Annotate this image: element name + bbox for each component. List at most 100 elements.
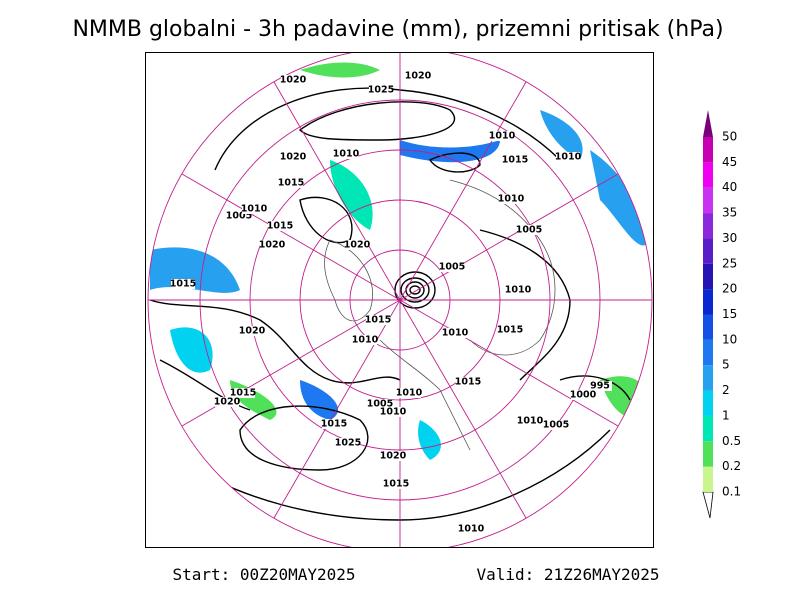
contour-label: 1015: [497, 325, 523, 336]
contour-label-bg: [588, 381, 612, 391]
contour-label: 1010: [505, 285, 532, 296]
contour-label: 1020: [259, 240, 286, 251]
contour-label: 1010: [352, 335, 379, 346]
contour-label: 1020: [280, 152, 307, 163]
contour-label-bg: [231, 388, 255, 398]
contour-label: 1010: [458, 524, 485, 535]
contour-label: 1005: [543, 420, 569, 431]
contour-label-bg: [571, 390, 595, 400]
contour-label-bg: [406, 71, 430, 81]
colorbar-label: 0.5: [722, 434, 741, 448]
graticule: [147, 53, 653, 547]
contour-label: 1005: [226, 211, 252, 222]
contour-label: 1015: [383, 479, 409, 490]
contour-label-bg: [490, 131, 514, 141]
contour-label-bg: [440, 262, 464, 272]
colorbar-swatch: [703, 441, 713, 467]
contour-label-bg: [281, 152, 305, 162]
colorbar-swatch: [703, 238, 713, 264]
colorbar-label: 15: [722, 307, 737, 321]
contour-label: 1015: [230, 388, 256, 399]
colorbar-label: 30: [722, 231, 737, 245]
colorbar-label: 2: [722, 383, 730, 397]
colorbar-label: 20: [722, 282, 737, 296]
contour-label-bg: [556, 152, 580, 162]
footer-start: Start: 00Z20MAY2025: [172, 565, 355, 584]
contour-label: 1000: [570, 390, 597, 401]
contour-label: 1020: [214, 397, 241, 408]
footer-valid: Valid: 21Z26MAY2025: [476, 565, 659, 584]
contour-label-bg: [384, 479, 408, 489]
precipitation: [150, 62, 650, 460]
contour-label-bg: [459, 524, 483, 534]
contour-label-bg: [456, 377, 480, 387]
contour-label-bg: [369, 85, 393, 95]
contour-label-bg: [397, 388, 421, 398]
contour-label: 1010: [442, 328, 469, 339]
contour-label: 1015: [170, 279, 196, 290]
contour-label-bg: [345, 240, 369, 250]
contour-label-bg: [368, 399, 392, 409]
colorbar-swatch: [703, 314, 713, 340]
contour-label-bg: [353, 335, 377, 345]
contour-label-bg: [366, 315, 390, 325]
colorbar-swatch: [703, 365, 713, 391]
contour-label: 1010: [489, 131, 516, 142]
contour-label-bg: [499, 194, 523, 204]
contour-label: 1010: [396, 388, 423, 399]
contour-label-bg: [242, 204, 266, 214]
contour-label: 1010: [555, 152, 582, 163]
contour-label: 995: [590, 381, 610, 392]
colorbar-label: 5: [722, 358, 730, 372]
colorbar-label: 0.1: [722, 485, 741, 499]
contour-label-bg: [517, 225, 541, 235]
colorbar-label: 1: [722, 408, 730, 422]
contour-labels: 1020 1025 1020 1010 1020 1010 1015 1010 1015 1010…: [170, 71, 612, 535]
map-frame: [145, 52, 654, 548]
map-disk: [149, 62, 650, 521]
contour-label-bg: [518, 416, 542, 426]
colorbar-swatch: [703, 187, 713, 214]
contour-label: 1015: [321, 419, 347, 430]
contour-label-bg: [336, 438, 360, 448]
contour-label: 1020: [344, 240, 371, 251]
contour-label-bg: [443, 328, 467, 338]
colorbar-label: 40: [722, 180, 737, 194]
contour-label: 1015: [455, 377, 481, 388]
title: NMMB globalni - 3h padavine (mm), prizem…: [72, 17, 723, 42]
contour-label-bg: [260, 240, 284, 250]
contour-label: 1005: [516, 225, 542, 236]
contour-label-bg: [334, 149, 358, 159]
contour-label: 1025: [335, 438, 361, 449]
contour-label: 1010: [498, 194, 525, 205]
colorbar-label: 35: [722, 206, 737, 220]
contour-label-bg: [498, 325, 522, 335]
contour-label-bg: [506, 285, 530, 295]
contour-label-bg: [544, 420, 568, 430]
contour-label: 1020: [405, 71, 432, 82]
contour-label-bg: [215, 397, 239, 407]
contour-label-bg: [322, 419, 346, 429]
colorbar-label: 25: [722, 256, 737, 270]
contour-label-bg: [381, 451, 405, 461]
colorbar-swatch: [703, 162, 713, 188]
colorbar-swatch: [703, 137, 713, 163]
colorbar-top: [703, 110, 713, 137]
contour-label: 1010: [333, 149, 360, 160]
contour-label: 1020: [280, 75, 307, 86]
contour-label: 1015: [365, 315, 391, 326]
contour-label-bg: [268, 221, 292, 231]
colorbar-label: 45: [722, 155, 737, 169]
contour-label-bg: [227, 211, 251, 221]
colorbar-label: 0.2: [722, 459, 741, 473]
map: 1020 1025 1020 1010 1020 1010 1015 1010 1015 1010…: [147, 53, 653, 547]
colorbar-label: 50: [722, 130, 737, 144]
contour-label: 1015: [278, 178, 304, 189]
colorbar-swatch: [703, 339, 713, 366]
contour-label-bg: [240, 326, 264, 336]
contour-label-bg: [279, 178, 303, 188]
colorbar-label: 10: [722, 332, 737, 346]
colorbar-swatch: [703, 289, 713, 315]
